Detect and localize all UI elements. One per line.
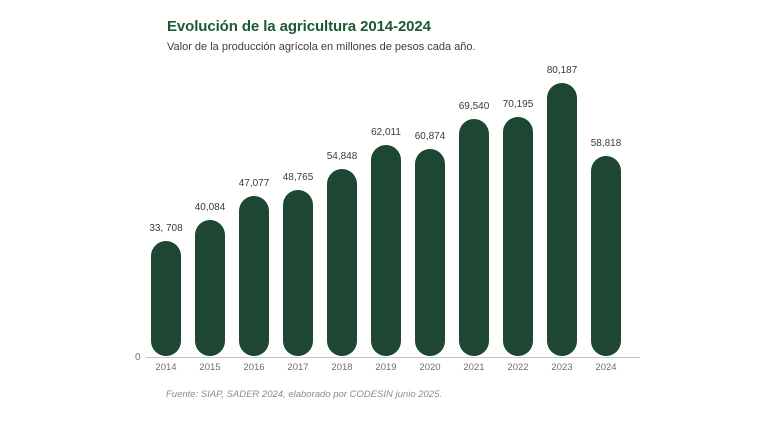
x-axis-line [146,357,640,358]
x-tick-label: 2021 [463,362,485,373]
chart-subtitle: Valor de la producción agrícola en millo… [167,41,476,53]
bar [547,83,577,356]
x-tick-label: 2017 [287,362,309,373]
bar-value-label: 33, 708 [149,223,183,234]
bar-slot: 58,818 [584,83,628,356]
bar [327,169,357,356]
bar [503,117,533,356]
bar-slot: 40,084 [188,83,232,356]
chart-title: Evolución de la agricultura 2014-2024 [167,18,431,35]
bar [591,156,621,356]
x-tick-label: 2016 [243,362,265,373]
bar [371,145,401,356]
bar-slot: 80,187 [540,65,584,356]
x-tick-label: 2024 [595,362,617,373]
x-tick-label: 2014 [155,362,177,373]
bar-slot: 54,848 [320,83,364,356]
bar [195,220,225,356]
bar-value-label: 70,195 [502,99,534,110]
bar-slot: 33, 708 [144,83,188,356]
chart-header: Evolución de la agricultura 2014-2024 Va… [167,18,476,53]
bar-slot: 70,195 [496,83,540,356]
x-tick-label: 2020 [419,362,441,373]
source-note: Fuente: SIAP, SADER 2024, elaborado por … [166,389,443,400]
bar [283,190,313,356]
bars-row: 33, 708 40,084 47,077 48,765 54,848 62,011 60,… [144,65,628,356]
bar-chart: 33, 708 40,084 47,077 48,765 54,848 62,011 60,… [135,65,640,373]
bar [459,119,489,356]
bar [239,196,269,356]
bar-slot: 48,765 [276,83,320,356]
bar-value-label: 47,077 [238,178,270,189]
x-tick-label: 2015 [199,362,221,373]
x-tick-label: 2022 [507,362,529,373]
bar [415,149,445,356]
bar-value-label: 69,540 [458,101,490,112]
x-tick-label: 2023 [551,362,573,373]
bar-value-label: 54,848 [326,151,358,162]
bar-slot: 47,077 [232,83,276,356]
x-axis-labels: 2014 2015 2016 2017 2018 2019 2020 2021 2022 2023… [144,362,628,373]
bar-value-label: 40,084 [194,202,226,213]
bar-slot: 60,874 [408,83,452,356]
bar [151,241,181,356]
bar-slot: 69,540 [452,83,496,356]
bar-value-label: 48,765 [282,172,314,183]
bar-value-label: 60,874 [414,131,446,142]
bar-slot: 62,011 [364,83,408,356]
bar-value-label: 80,187 [546,65,578,76]
x-tick-label: 2018 [331,362,353,373]
y-axis-zero-label: 0 [135,352,141,363]
bar-value-label: 58,818 [590,138,622,149]
bar-value-label: 62,011 [371,127,401,138]
x-tick-label: 2019 [375,362,397,373]
